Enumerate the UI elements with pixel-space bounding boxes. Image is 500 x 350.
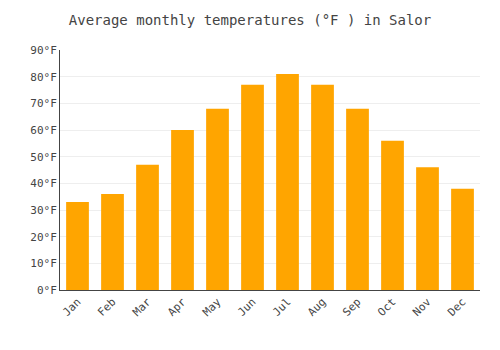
svg-text:70°F: 70°F: [30, 97, 57, 110]
svg-text:Jul: Jul: [270, 296, 293, 319]
svg-text:Jan: Jan: [60, 296, 83, 319]
svg-text:60°F: 60°F: [30, 124, 57, 137]
svg-text:20°F: 20°F: [30, 231, 57, 244]
svg-text:Aug: Aug: [305, 296, 328, 319]
svg-text:Dec: Dec: [445, 296, 468, 319]
svg-text:0°F: 0°F: [37, 284, 57, 297]
svg-text:May: May: [200, 295, 224, 319]
svg-text:Sep: Sep: [340, 296, 363, 319]
svg-text:Apr: Apr: [165, 295, 189, 319]
svg-text:30°F: 30°F: [30, 204, 57, 217]
svg-text:10°F: 10°F: [30, 257, 57, 270]
svg-text:Mar: Mar: [130, 295, 154, 319]
svg-text:50°F: 50°F: [30, 151, 57, 164]
svg-text:40°F: 40°F: [30, 177, 57, 190]
svg-text:Oct: Oct: [375, 296, 398, 319]
svg-text:80°F: 80°F: [30, 71, 57, 84]
svg-text:Average monthly temperatures (: Average monthly temperatures (°F ) in Sa…: [69, 12, 431, 28]
svg-text:Feb: Feb: [95, 296, 118, 319]
svg-text:90°F: 90°F: [30, 44, 57, 57]
svg-text:Nov: Nov: [410, 295, 434, 319]
svg-text:Jun: Jun: [235, 296, 258, 319]
